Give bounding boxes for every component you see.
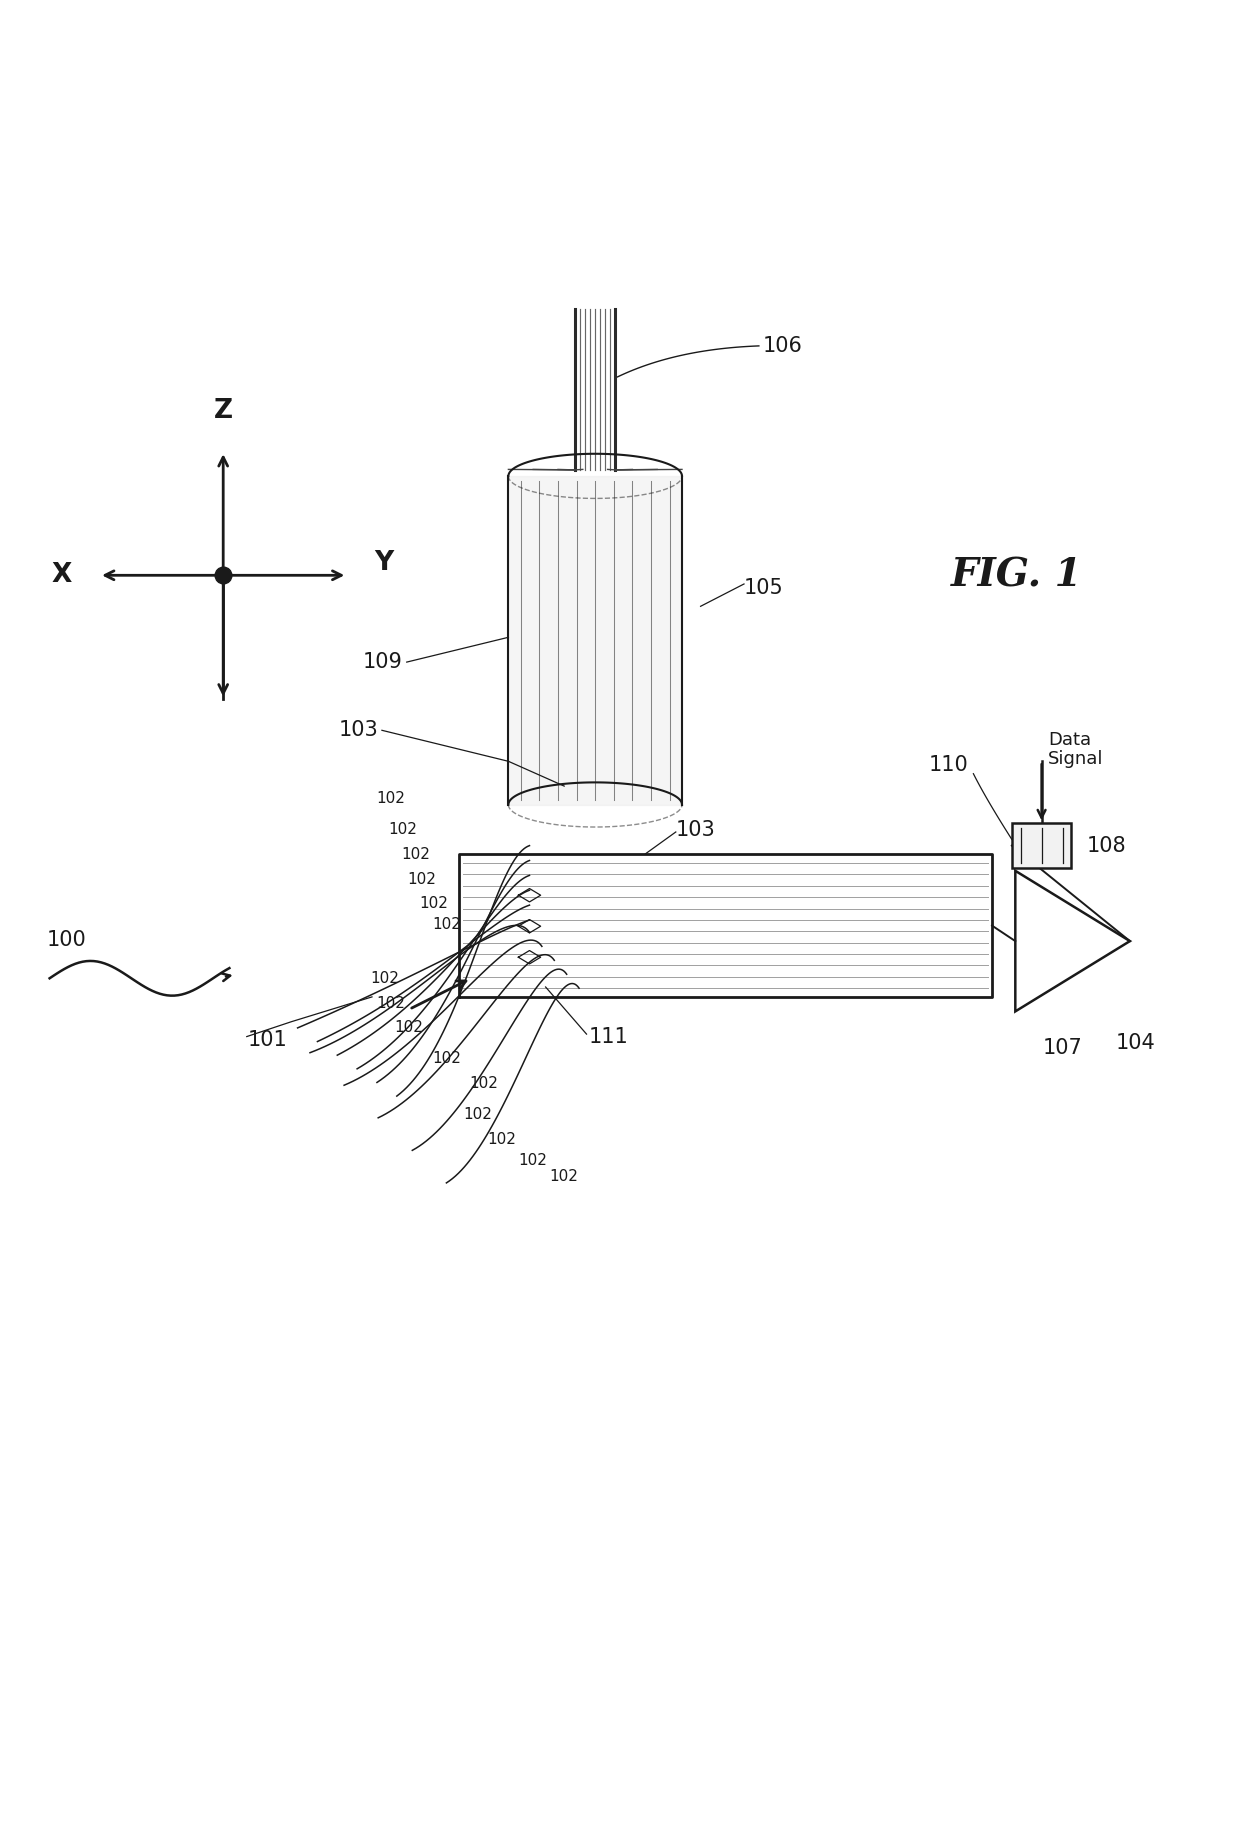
Text: 108: 108 xyxy=(1086,836,1126,856)
Text: 102: 102 xyxy=(401,847,430,862)
Text: 102: 102 xyxy=(549,1170,579,1184)
Text: 102: 102 xyxy=(463,1107,492,1122)
Text: 110: 110 xyxy=(929,755,968,775)
Text: FIG. 1: FIG. 1 xyxy=(951,557,1083,594)
Text: 101: 101 xyxy=(248,1030,288,1050)
Text: 102: 102 xyxy=(432,1052,461,1066)
Text: 102: 102 xyxy=(419,897,449,911)
Text: 102: 102 xyxy=(469,1076,498,1090)
Text: Y: Y xyxy=(374,550,394,576)
Text: 102: 102 xyxy=(518,1153,548,1168)
Text: 107: 107 xyxy=(1043,1039,1083,1057)
Polygon shape xyxy=(508,476,682,804)
Text: 109: 109 xyxy=(363,651,403,672)
Text: Z: Z xyxy=(213,399,233,424)
Text: Data: Data xyxy=(1048,731,1091,749)
Bar xyxy=(1012,823,1071,867)
Text: 104: 104 xyxy=(1115,1033,1154,1053)
Text: 102: 102 xyxy=(388,823,418,838)
Text: 102: 102 xyxy=(370,970,399,985)
Text: X: X xyxy=(52,563,72,589)
Text: 102: 102 xyxy=(407,871,436,887)
Text: 106: 106 xyxy=(763,336,802,356)
Text: Signal: Signal xyxy=(1048,749,1104,768)
Text: 102: 102 xyxy=(487,1133,517,1148)
Text: 102: 102 xyxy=(376,996,405,1011)
Text: 102: 102 xyxy=(376,792,405,806)
Text: 103: 103 xyxy=(339,720,378,740)
Text: 102: 102 xyxy=(432,917,461,932)
Text: 100: 100 xyxy=(47,930,87,950)
Text: 105: 105 xyxy=(744,577,784,598)
Text: 102: 102 xyxy=(394,1020,424,1035)
Text: 103: 103 xyxy=(676,819,715,839)
Text: 111: 111 xyxy=(589,1026,629,1046)
